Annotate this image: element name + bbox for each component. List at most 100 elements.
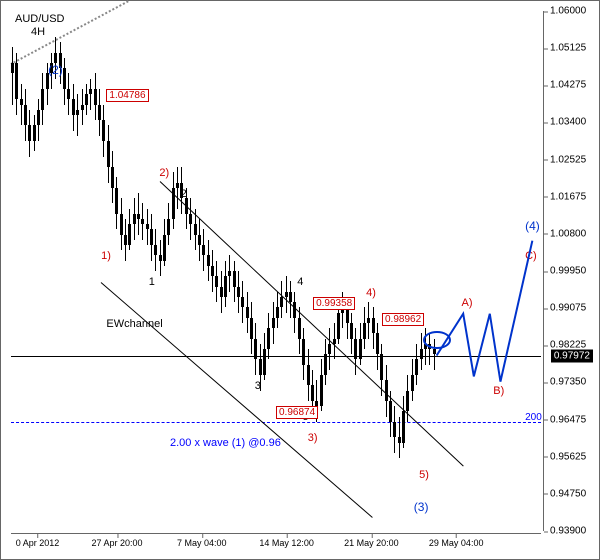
candle [28,110,30,157]
candle [393,406,395,453]
y-tick: 0.96475 [550,414,586,425]
candle [420,333,422,369]
wave-label: (3) [414,500,429,514]
candle [98,89,100,136]
candle [194,209,196,251]
candle [167,203,169,245]
candle [133,198,135,240]
candle [233,261,235,303]
candle [111,151,113,203]
candle [302,328,304,380]
wave-label: 1) [101,250,111,262]
y-tick: 1.06000 [550,6,586,17]
candle [172,172,174,229]
horizontal-line [11,356,541,357]
price-label: 0.98962 [382,313,424,326]
candle [141,203,143,239]
wave-label: (4) [525,219,540,233]
candle [20,84,22,126]
candle [202,229,204,271]
candle [124,219,126,261]
y-tick: 0.95625 [550,451,586,462]
wave-label: 5) [419,469,429,481]
candle [224,261,226,308]
y-tick: 0.99950 [550,266,586,277]
candle [320,359,322,411]
candle [159,240,161,276]
candle [359,323,361,365]
candle [328,328,330,370]
x-tick: 7 May 04:00 [177,538,227,548]
candle [350,313,352,355]
candle [254,323,256,375]
x-tick: 21 May 20:00 [344,538,399,548]
candle [250,302,252,354]
candle [267,313,269,360]
candle [280,281,282,317]
candle [307,349,309,401]
wave-label: 4 [297,276,303,288]
dotted-trend [11,1,129,65]
candle [150,214,152,261]
candle [176,167,178,209]
candle [389,391,391,438]
candle [237,271,239,313]
y-axis: 1.060001.051251.042751.034001.025251.016… [543,11,599,531]
candle [146,209,148,245]
wave-label: C) [525,250,537,262]
candle [115,177,117,229]
candle [385,365,387,417]
x-tick: 14 May 12:00 [259,538,314,548]
pair-title: AUD/USD [15,13,65,25]
candle [228,255,230,291]
line-label: 200 [525,412,542,423]
candle [198,219,200,261]
candle [415,344,417,386]
wave-label: 3 [255,380,261,392]
wave-label: 2 [181,188,187,200]
wave-label: 3) [308,432,318,444]
chart-container: AUD/USD 4H 200(2)2)1)214354)3)5)(3)A)B)C… [0,0,600,560]
candle [137,193,139,235]
price-label: 1.04786 [106,89,148,102]
candle [128,209,130,251]
candle [324,339,326,386]
wave-label: (2) [48,63,63,77]
candle [293,292,295,334]
y-tick: 1.03400 [550,117,586,128]
candle [163,219,165,266]
candle [285,276,287,312]
y-tick: 1.00800 [550,228,586,239]
candle [372,307,374,349]
horizontal-line [11,422,541,423]
candle [63,58,65,105]
candle [89,79,91,110]
x-tick: 27 Apr 20:00 [91,538,142,548]
timeframe-label: 4H [31,26,45,38]
y-tick: 0.93900 [550,526,586,537]
candle [298,307,300,354]
candle [76,94,78,136]
candle [272,302,274,344]
candle [402,396,404,448]
candle [411,359,413,401]
x-tick: 29 May 04:00 [429,538,484,548]
candle [41,73,43,125]
wave-label: 4) [366,287,376,299]
x-tick: 0 Apr 2012 [16,538,60,548]
candle [367,302,369,338]
candle [37,99,39,141]
candle [72,84,74,131]
candle [380,344,382,396]
candle [215,261,217,303]
wave-label: 2) [159,167,169,179]
highlight-circle [423,331,451,349]
wave-label: 1 [149,276,155,288]
candle [241,281,243,323]
x-axis: 0 Apr 2012 27 Apr 20:00 7 May 04:00 14 May … [11,533,541,559]
candle [220,271,222,313]
price-label: 0.96874 [276,406,318,419]
candle [11,47,13,104]
y-tick: 0.98225 [550,340,586,351]
y-tick: 1.04275 [550,80,586,91]
